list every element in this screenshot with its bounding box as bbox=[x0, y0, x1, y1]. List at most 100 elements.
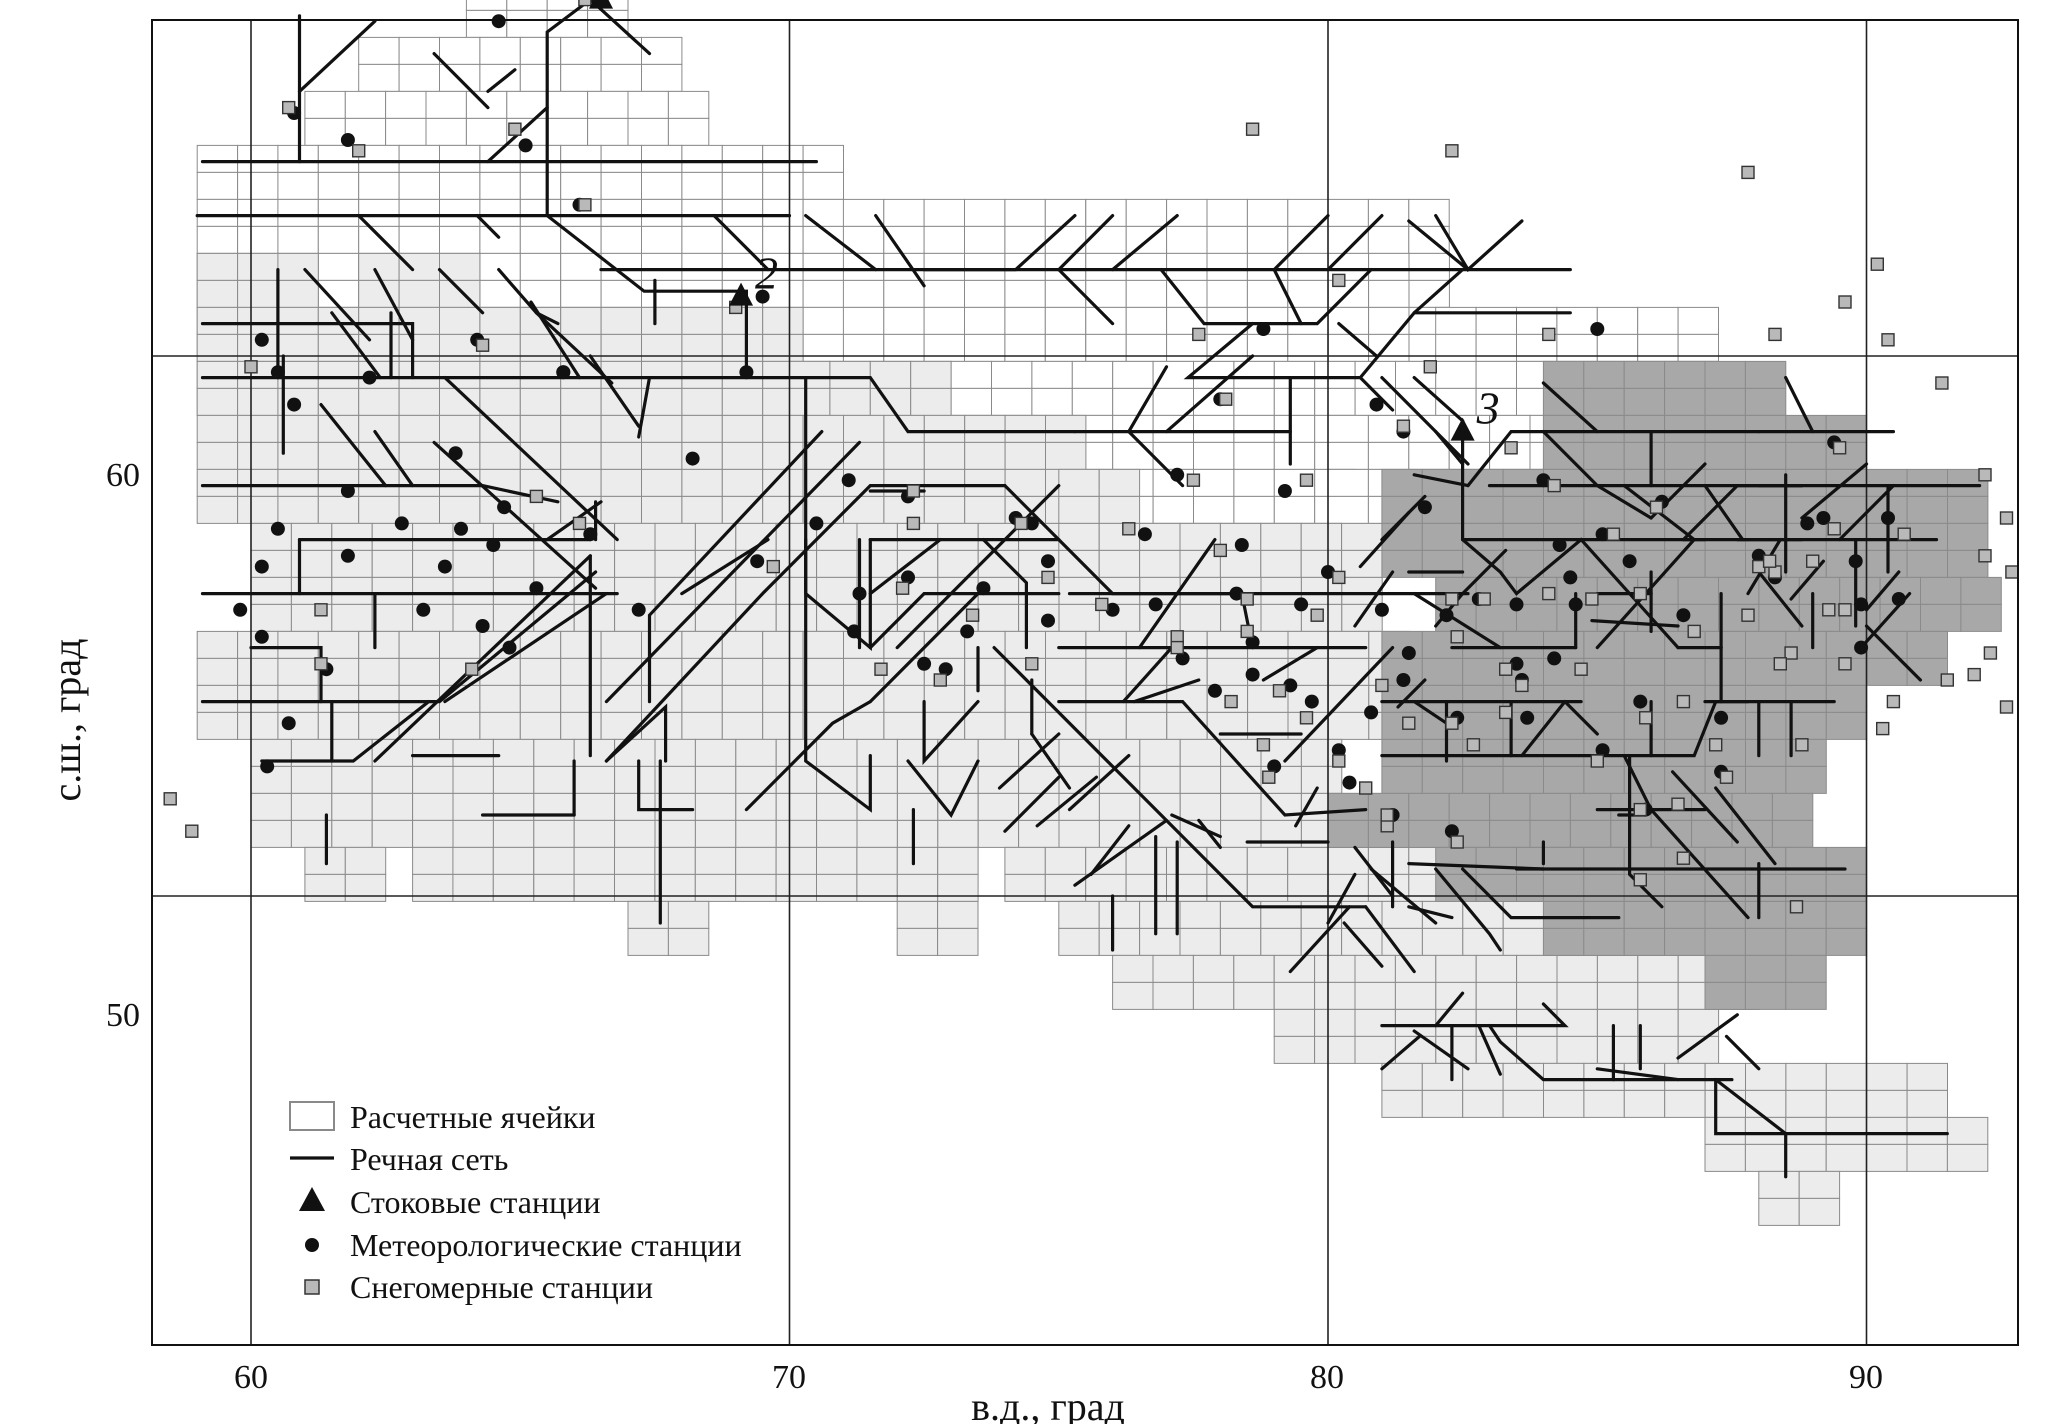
grid-cell bbox=[196, 657, 239, 686]
met-station bbox=[1595, 527, 1610, 542]
grid-cell bbox=[1192, 954, 1235, 983]
snow-station bbox=[1192, 327, 1206, 342]
met-station bbox=[1520, 710, 1535, 725]
snow-station bbox=[1014, 516, 1028, 531]
grid-cell bbox=[641, 414, 683, 443]
grid-cell bbox=[1475, 387, 1517, 416]
river-segment bbox=[1030, 732, 1072, 790]
grid-cell bbox=[344, 873, 387, 902]
grid-cell bbox=[290, 522, 333, 551]
grid-cell bbox=[479, 684, 521, 713]
grid-cell bbox=[694, 603, 737, 632]
grid-cell bbox=[250, 792, 292, 821]
snow-station bbox=[1805, 554, 1820, 568]
snow-station bbox=[1935, 376, 1949, 390]
grid-cell bbox=[1704, 927, 1746, 956]
river-segment bbox=[1272, 214, 1330, 272]
grid-cell bbox=[1906, 549, 1948, 578]
snow-station bbox=[1332, 273, 1346, 288]
grid-cell bbox=[1408, 279, 1450, 308]
river-segment bbox=[1800, 462, 1869, 520]
grid-cell bbox=[1596, 954, 1639, 983]
grid-cell bbox=[1771, 792, 1814, 821]
snow-station bbox=[1886, 694, 1901, 709]
snow-station bbox=[1025, 657, 1039, 671]
river-segment bbox=[1003, 775, 1061, 833]
grid-cell bbox=[237, 171, 279, 200]
grid-cell bbox=[1381, 1089, 1423, 1118]
met-station bbox=[809, 516, 824, 531]
grid-cell bbox=[398, 711, 441, 740]
grid-cell bbox=[519, 657, 562, 686]
met-station bbox=[1751, 548, 1766, 563]
grid-cell bbox=[1260, 603, 1302, 632]
snow-station bbox=[1978, 468, 1992, 482]
grid-cell bbox=[1745, 468, 1787, 497]
met-station bbox=[448, 446, 463, 461]
grid-cell bbox=[1475, 333, 1517, 362]
grid-cell bbox=[1273, 441, 1316, 470]
snow-station bbox=[1224, 694, 1238, 709]
grid-cell bbox=[641, 144, 683, 173]
river-segment bbox=[303, 268, 372, 342]
met-station bbox=[1509, 656, 1524, 671]
grid-cell bbox=[1058, 576, 1100, 605]
met-station bbox=[755, 289, 770, 304]
grid-cell bbox=[1583, 900, 1625, 929]
grid-cell bbox=[1421, 684, 1464, 713]
met-station bbox=[1137, 527, 1152, 542]
grid-cell bbox=[398, 414, 441, 443]
grid-cell bbox=[1704, 387, 1746, 416]
grid-cell bbox=[694, 819, 737, 848]
snow-station bbox=[1999, 700, 2014, 714]
river-segment bbox=[1487, 1023, 1734, 1082]
river-segment bbox=[1261, 646, 1319, 682]
grid-cell bbox=[600, 171, 642, 200]
grid-cell bbox=[1664, 1089, 1706, 1118]
met-station bbox=[1590, 322, 1605, 336]
grid-cell bbox=[196, 711, 239, 740]
grid-cell bbox=[1435, 1008, 1477, 1037]
river-segment bbox=[486, 68, 517, 93]
grid-cell bbox=[1287, 279, 1329, 308]
grid-cell bbox=[843, 684, 885, 713]
grid-cell bbox=[1542, 873, 1585, 902]
grid-cell bbox=[492, 549, 535, 578]
grid-cell bbox=[1744, 1143, 1787, 1172]
grid-cell bbox=[250, 603, 292, 632]
grid-cell bbox=[721, 630, 764, 659]
grid-cell bbox=[398, 387, 441, 416]
grid-cell bbox=[1004, 333, 1046, 362]
grid-cell bbox=[735, 738, 777, 767]
grid-cell bbox=[358, 171, 400, 200]
grid-cell bbox=[1664, 765, 1706, 794]
grid-cell bbox=[1341, 576, 1383, 605]
legend-river-label: Речная сеть bbox=[350, 1141, 508, 1177]
met-station bbox=[1170, 467, 1185, 482]
snow-station bbox=[578, 198, 592, 212]
grid-cell bbox=[304, 90, 346, 119]
grid-cell bbox=[600, 630, 642, 659]
grid-cell bbox=[1906, 522, 1948, 551]
snow-station bbox=[1504, 441, 1518, 455]
grid-cell bbox=[1381, 765, 1423, 794]
grid-cell bbox=[1745, 765, 1787, 794]
met-station bbox=[1175, 651, 1190, 666]
grid-cell bbox=[735, 819, 777, 848]
grid-cell bbox=[1866, 1062, 1908, 1091]
grid-cell bbox=[1785, 468, 1827, 497]
grid-cell bbox=[1744, 927, 1787, 956]
met-station bbox=[340, 548, 355, 563]
grid-cell bbox=[1314, 1035, 1356, 1064]
grid-cell bbox=[1906, 468, 1948, 497]
snow-station bbox=[1967, 667, 1981, 682]
snow-station bbox=[1719, 770, 1734, 784]
grid-cell bbox=[1327, 657, 1370, 686]
grid-cell bbox=[1664, 927, 1706, 956]
snow-station bbox=[529, 489, 544, 504]
legend-cell-symbol bbox=[289, 1101, 335, 1131]
grid-cell bbox=[1920, 576, 1962, 605]
grid-cell bbox=[802, 279, 844, 308]
grid-cell bbox=[1825, 873, 1868, 902]
